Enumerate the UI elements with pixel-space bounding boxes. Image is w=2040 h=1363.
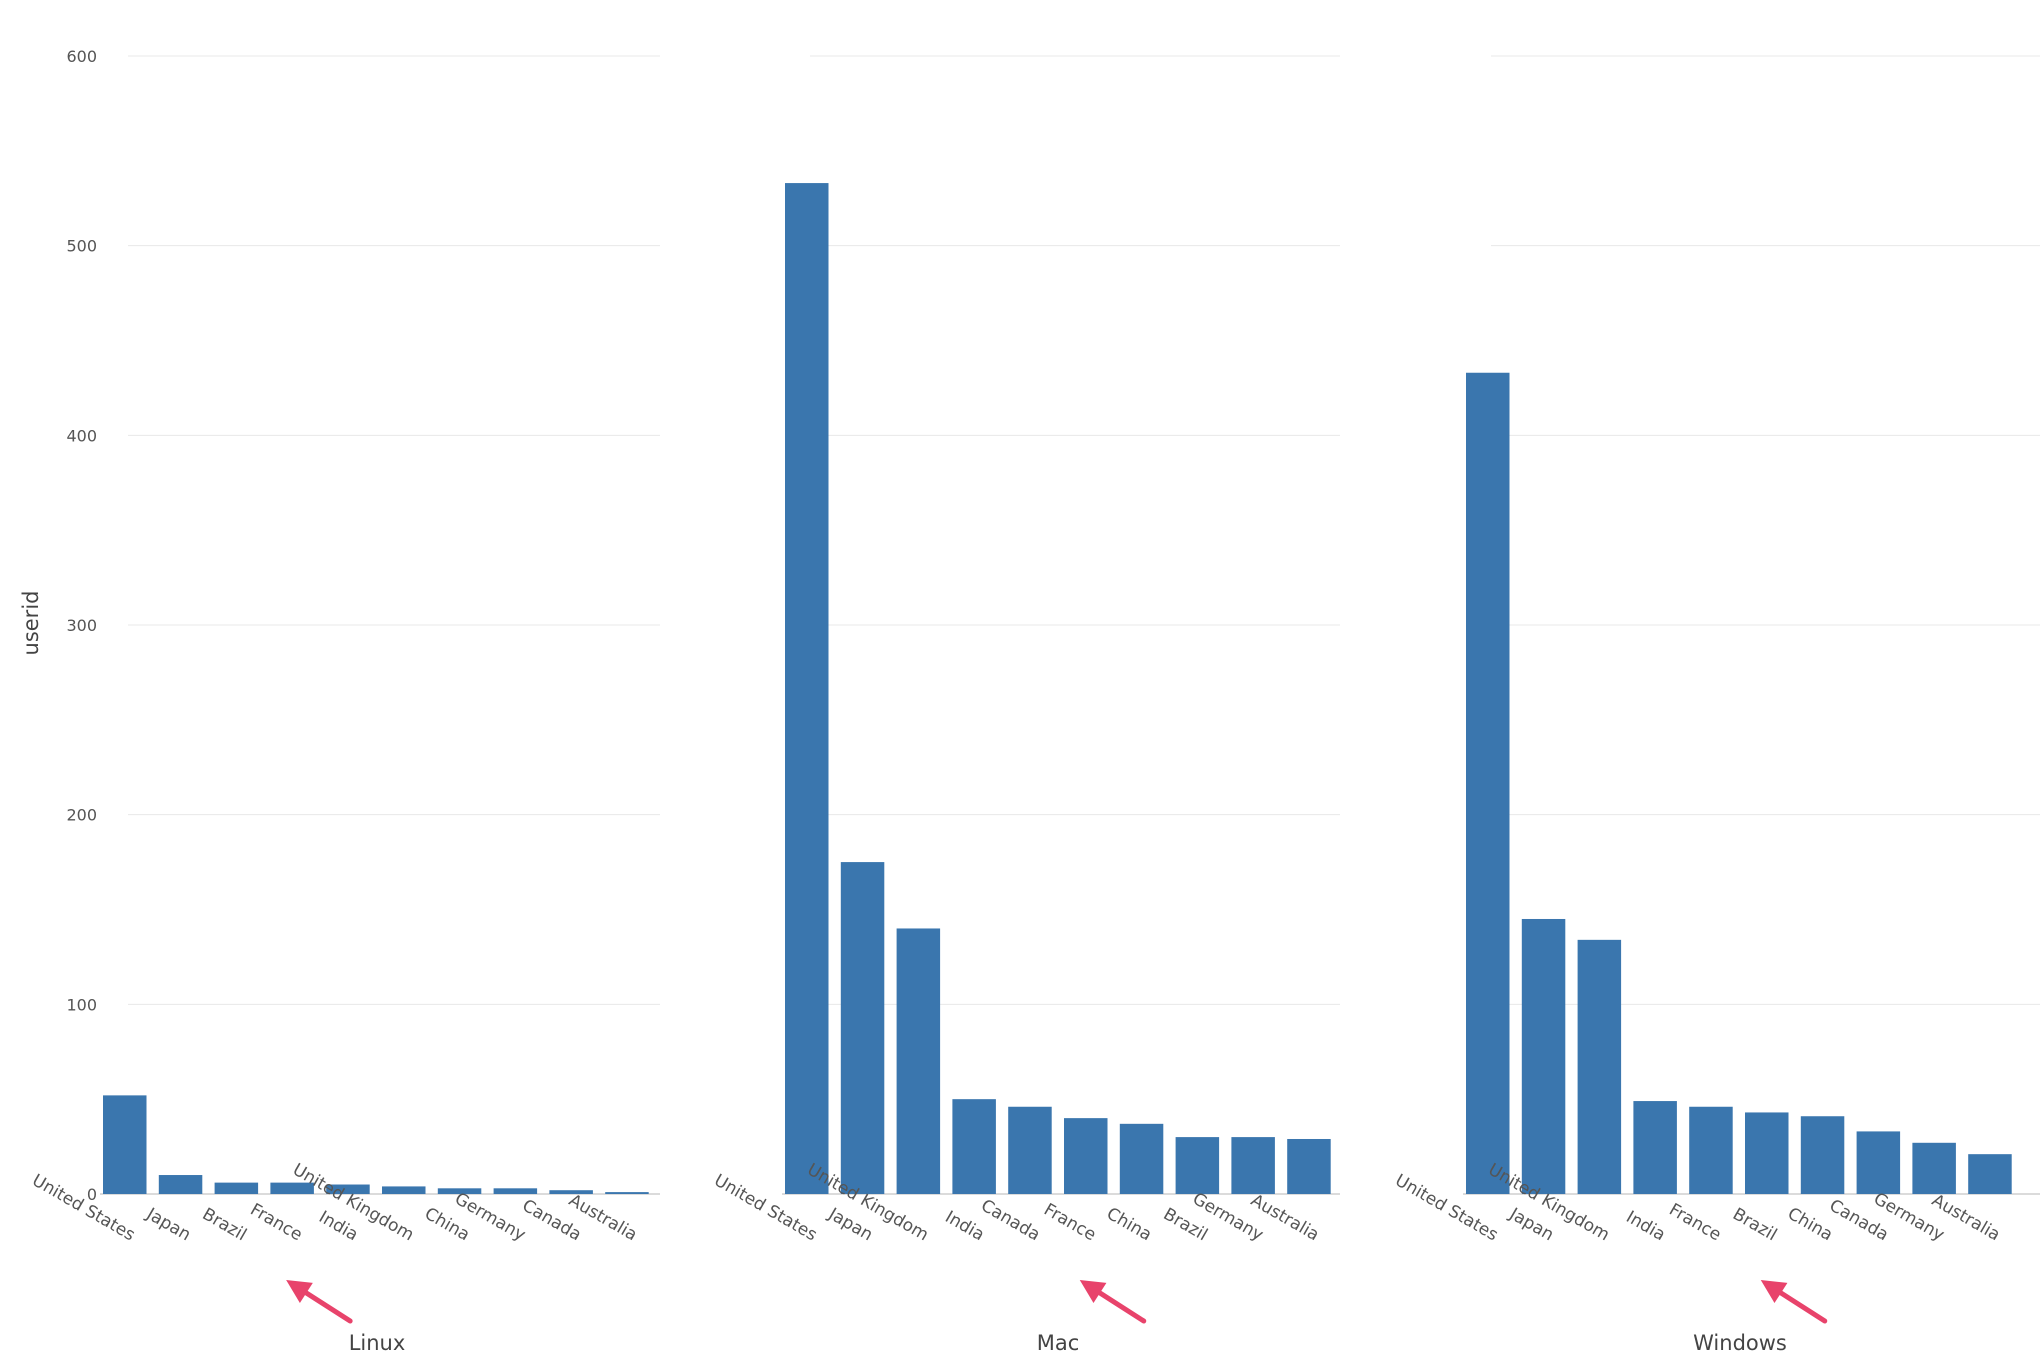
bar	[493, 1188, 538, 1194]
bar	[1521, 918, 1566, 1194]
facet-label: Windows	[1693, 1331, 1787, 1355]
bar	[1466, 372, 1510, 1194]
x-tick-label: France	[1665, 1200, 1724, 1246]
bar	[1175, 1137, 1220, 1194]
bar	[326, 1184, 370, 1194]
y-tick-label: 100	[66, 995, 97, 1014]
y-axis: userid 0 100 200 300 400 500 600	[19, 47, 97, 1204]
bar	[1231, 1137, 1275, 1194]
bar	[1633, 1101, 1677, 1194]
annotation-layer	[286, 1280, 1828, 1324]
bar	[549, 1190, 593, 1194]
bar	[214, 1182, 259, 1194]
x-tick-label: France	[1040, 1200, 1099, 1246]
bar	[437, 1188, 482, 1194]
bar	[270, 1182, 314, 1194]
highlight-arrow-icon	[286, 1280, 353, 1324]
y-tick-label: 200	[66, 806, 97, 825]
grid-layer	[100, 55, 2040, 1195]
y-tick-label: 600	[66, 47, 97, 66]
bar-layer	[103, 183, 2012, 1194]
bar	[1008, 1106, 1052, 1194]
bar	[1287, 1138, 1331, 1194]
x-tick-label: Japan	[142, 1204, 194, 1246]
bar	[1912, 1142, 1956, 1194]
x-tick-label: Canada	[977, 1196, 1043, 1246]
bar	[605, 1192, 649, 1194]
bar	[785, 183, 829, 1194]
y-tick-label: 300	[66, 616, 97, 635]
bar	[840, 862, 885, 1194]
bar	[1856, 1131, 1901, 1194]
x-tick-label: France	[247, 1200, 306, 1246]
x-tick-label: Brazil	[1729, 1204, 1780, 1245]
highlight-arrow-icon	[1760, 1280, 1828, 1324]
bar	[952, 1099, 996, 1194]
y-axis-title: userid	[19, 591, 43, 656]
bar	[103, 1095, 147, 1194]
x-tick-label: China	[1103, 1204, 1155, 1246]
bar	[1968, 1154, 2012, 1194]
facet-label: Mac	[1037, 1331, 1080, 1355]
bar	[382, 1186, 426, 1194]
bar	[1745, 1112, 1789, 1194]
x-tick-label: India	[1623, 1207, 1669, 1245]
bar	[1800, 1116, 1845, 1194]
x-tick-label: Brazil	[199, 1204, 250, 1245]
y-tick-label: 400	[66, 426, 97, 445]
facet-label: Linux	[349, 1331, 406, 1355]
bar	[1577, 939, 1622, 1194]
y-tick-label: 500	[66, 237, 97, 256]
bar	[1064, 1118, 1108, 1194]
y-tick-label: 0	[87, 1185, 97, 1204]
bar	[1689, 1106, 1733, 1194]
bar	[896, 928, 941, 1194]
bar	[158, 1175, 203, 1194]
bar	[1119, 1123, 1164, 1194]
highlight-arrow-icon	[1079, 1280, 1147, 1324]
